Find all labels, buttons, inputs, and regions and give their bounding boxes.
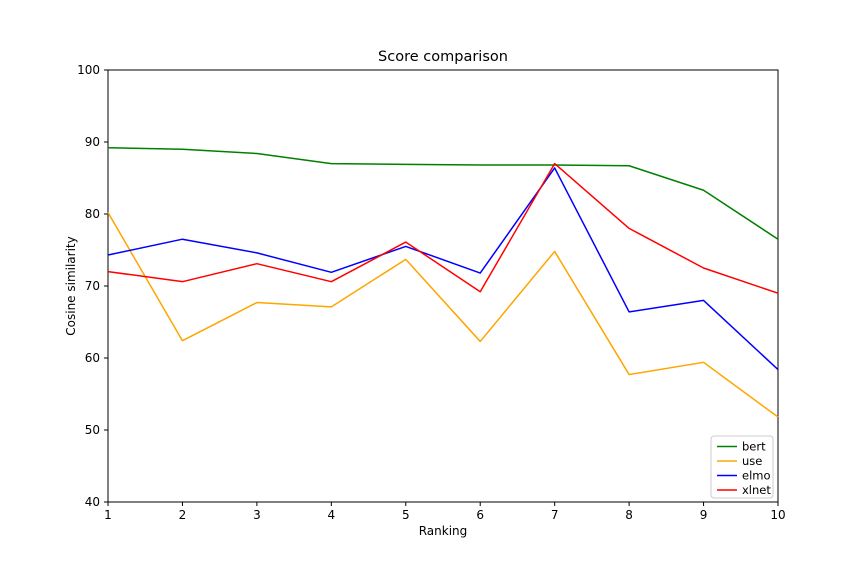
x-tick-label: 6 xyxy=(476,508,484,522)
legend-label-elmo: elmo xyxy=(742,469,771,483)
x-tick-label: 5 xyxy=(402,508,410,522)
y-tick-label: 70 xyxy=(85,279,100,293)
plot-border xyxy=(107,69,779,503)
series-line-use xyxy=(107,212,779,418)
y-tick-label: 100 xyxy=(77,63,100,77)
series-line-bert xyxy=(107,147,779,240)
x-tick-label: 7 xyxy=(551,508,559,522)
x-tick-label: 9 xyxy=(700,508,708,522)
x-tick-label: 3 xyxy=(253,508,261,522)
y-tick-label: 40 xyxy=(85,495,100,509)
legend-label-xlnet: xlnet xyxy=(742,483,771,497)
x-tick-label: 10 xyxy=(770,508,785,522)
y-tick-label: 80 xyxy=(85,207,100,221)
y-tick-label: 50 xyxy=(85,423,100,437)
x-tick-label: 4 xyxy=(328,508,336,522)
x-tick-label: 1 xyxy=(104,508,112,522)
legend-label-use: use xyxy=(742,454,762,468)
x-tick-label: 8 xyxy=(625,508,633,522)
legend-label-bert: bert xyxy=(742,440,766,454)
y-tick-label: 90 xyxy=(85,135,100,149)
series-line-xlnet xyxy=(107,162,779,294)
y-axis-label: Cosine similarity xyxy=(64,236,78,336)
series-line-elmo xyxy=(107,167,779,371)
x-axis-label: Ranking xyxy=(418,524,468,538)
x-tick-label: 2 xyxy=(179,508,187,522)
chart-title: Score comparison xyxy=(378,49,508,65)
y-tick-label: 60 xyxy=(85,351,100,365)
legend-box xyxy=(710,435,774,499)
